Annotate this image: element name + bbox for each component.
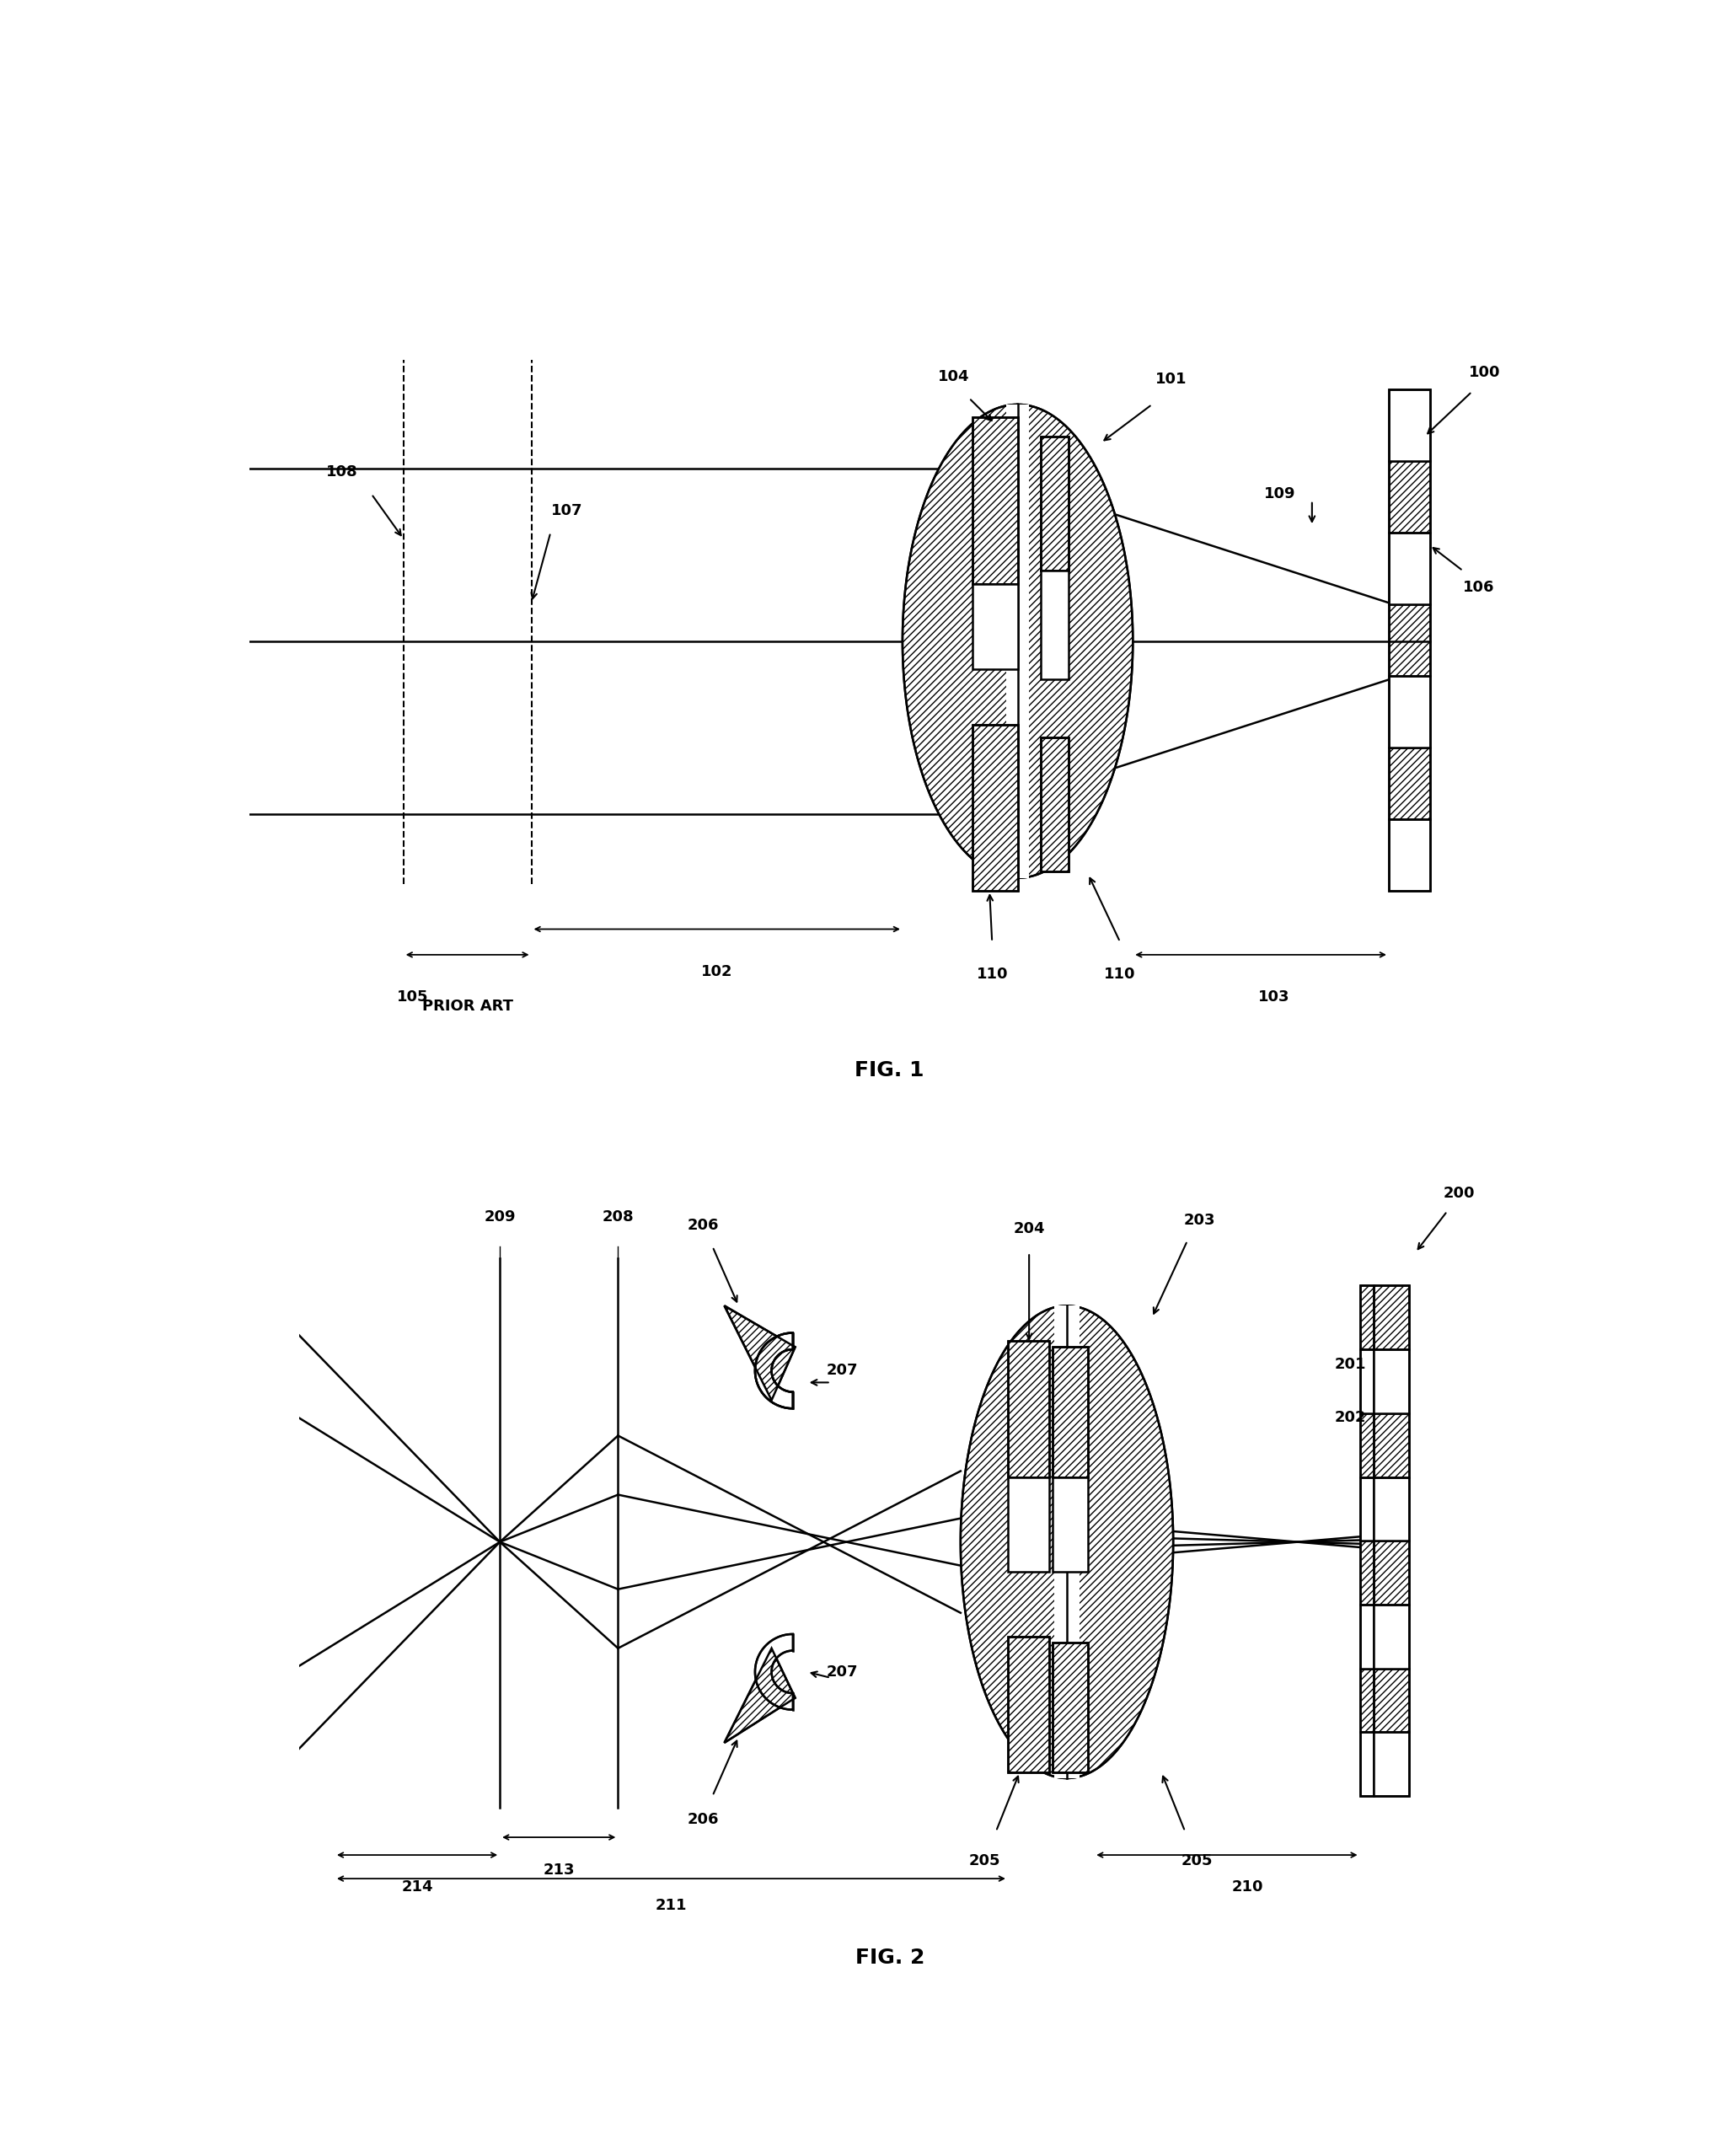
Bar — [1040, 437, 1069, 570]
Bar — [1359, 1732, 1373, 1797]
Polygon shape — [1017, 405, 1134, 877]
Bar — [1373, 1732, 1410, 1797]
Bar — [1373, 1286, 1410, 1349]
Bar — [1359, 1286, 1373, 1349]
Text: 110: 110 — [1104, 967, 1135, 982]
Bar — [1389, 388, 1430, 890]
Text: 204: 204 — [1014, 1222, 1045, 1237]
Bar — [1359, 1286, 1410, 1797]
Bar — [1373, 1542, 1410, 1604]
Bar — [1373, 1477, 1410, 1542]
Bar — [1373, 1413, 1410, 1477]
Bar — [1389, 819, 1430, 890]
Text: 201: 201 — [1335, 1357, 1366, 1372]
Bar — [1009, 1342, 1049, 1477]
Text: 211: 211 — [656, 1897, 687, 1912]
Bar — [1359, 1477, 1373, 1542]
Bar — [1040, 738, 1069, 873]
Text: 203: 203 — [1184, 1214, 1215, 1229]
Text: 110: 110 — [976, 967, 1009, 982]
Bar — [1009, 1636, 1049, 1773]
Bar — [972, 418, 1017, 583]
Bar — [1359, 1349, 1373, 1413]
Bar — [1009, 1636, 1049, 1773]
Bar — [1359, 1668, 1373, 1732]
Text: 103: 103 — [1259, 988, 1290, 1006]
Bar — [1389, 532, 1430, 605]
Polygon shape — [755, 1334, 793, 1409]
Bar — [1389, 748, 1430, 819]
Text: 210: 210 — [1233, 1880, 1264, 1895]
Bar — [1389, 461, 1430, 532]
Text: 109: 109 — [1264, 487, 1295, 502]
Polygon shape — [1068, 1306, 1174, 1777]
Bar — [1389, 388, 1430, 461]
Bar — [1040, 437, 1069, 570]
Bar — [972, 583, 1017, 669]
Text: 104: 104 — [937, 369, 969, 384]
Bar — [1040, 738, 1069, 873]
Text: 200: 200 — [1443, 1186, 1476, 1201]
Text: 108: 108 — [326, 465, 358, 480]
Text: FIG. 1: FIG. 1 — [854, 1059, 925, 1081]
Polygon shape — [724, 1649, 795, 1743]
Bar — [1359, 1604, 1373, 1668]
Text: FIG. 2: FIG. 2 — [856, 1947, 924, 1968]
Text: 206: 206 — [687, 1218, 719, 1233]
Bar — [1054, 1306, 1080, 1777]
Bar — [1052, 1346, 1088, 1477]
Bar — [1359, 1542, 1373, 1604]
Bar — [1359, 1413, 1373, 1477]
Text: 214: 214 — [401, 1880, 432, 1895]
Bar — [1373, 1349, 1410, 1413]
Bar — [1009, 1477, 1049, 1572]
Text: 202: 202 — [1335, 1411, 1366, 1426]
Text: PRIOR ART: PRIOR ART — [422, 999, 512, 1014]
Text: 102: 102 — [701, 965, 733, 980]
Bar — [1389, 675, 1430, 748]
Text: 101: 101 — [1156, 371, 1187, 386]
Bar — [972, 418, 1017, 583]
Text: 208: 208 — [602, 1209, 634, 1224]
Polygon shape — [960, 1306, 1068, 1777]
Text: 205: 205 — [1180, 1852, 1213, 1867]
Polygon shape — [755, 1634, 793, 1709]
Polygon shape — [903, 405, 1017, 877]
Bar — [1373, 1604, 1410, 1668]
Bar — [1052, 1477, 1088, 1572]
Text: 213: 213 — [543, 1863, 575, 1878]
Text: 100: 100 — [1469, 364, 1500, 379]
Polygon shape — [724, 1306, 795, 1400]
Bar — [972, 725, 1017, 890]
Text: 205: 205 — [969, 1852, 1000, 1867]
Text: 207: 207 — [826, 1364, 858, 1379]
Bar — [1052, 1642, 1088, 1773]
Text: 209: 209 — [484, 1209, 516, 1224]
Text: 207: 207 — [826, 1664, 858, 1679]
Bar — [1052, 1346, 1088, 1477]
Bar — [1009, 1342, 1049, 1477]
Bar — [1389, 605, 1430, 675]
Bar — [972, 725, 1017, 890]
Bar — [1052, 1642, 1088, 1773]
Bar — [1040, 570, 1069, 680]
Text: 106: 106 — [1462, 579, 1495, 596]
Text: 206: 206 — [687, 1812, 719, 1827]
Text: 105: 105 — [398, 988, 429, 1006]
Bar — [1007, 405, 1029, 877]
Text: 107: 107 — [552, 504, 583, 519]
Bar — [1373, 1668, 1410, 1732]
